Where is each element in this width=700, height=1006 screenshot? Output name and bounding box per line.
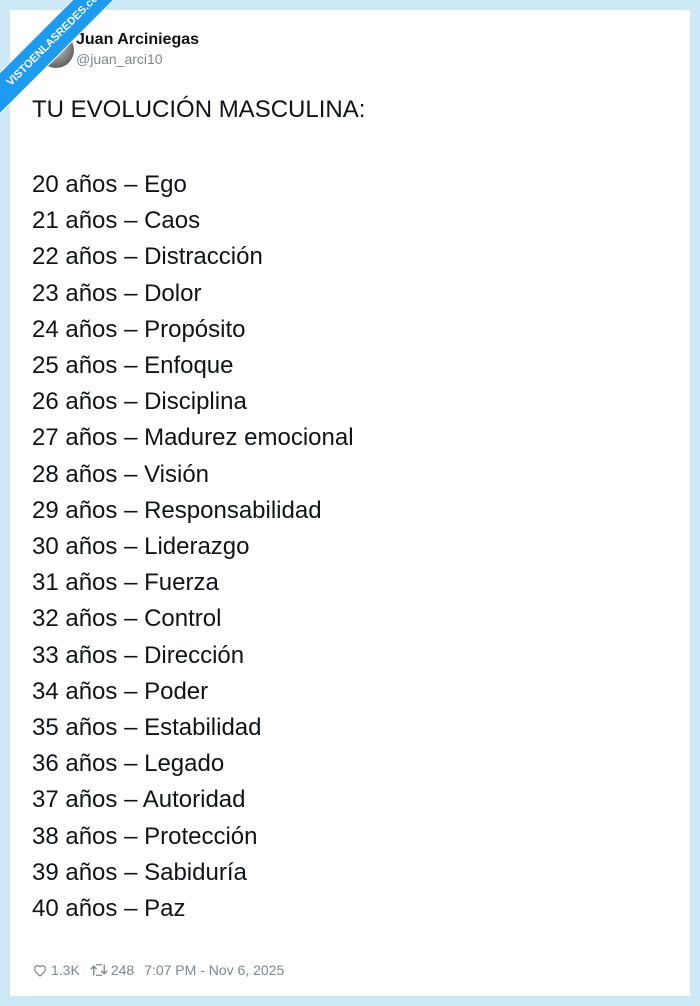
post-line: 34 años – Poder <box>32 677 209 705</box>
post-line: 22 años – Distracción <box>32 243 263 271</box>
post-title: TU EVOLUCIÓN MASCULINA: <box>32 96 366 123</box>
post-line: 33 años – Dirección <box>32 641 245 669</box>
like-count: 1.3K <box>51 962 80 978</box>
post-line: 23 años – Dolor <box>32 279 202 307</box>
post-line: 26 años – Disciplina <box>32 388 247 416</box>
author-handle[interactable]: @juan_arci10 <box>76 51 163 67</box>
post-line: 24 años – Propósito <box>32 315 246 343</box>
post-line: 39 años – Sabiduría <box>32 858 247 886</box>
post-line: 29 años – Responsabilidad <box>32 496 322 524</box>
post-line: 32 años – Control <box>32 605 222 633</box>
author-name[interactable]: Juan Arciniegas <box>76 31 200 48</box>
timestamp[interactable]: 7:07 PM - Nov 6, 2025 <box>144 962 285 978</box>
post-line: 27 años – Madurez emocional <box>32 424 354 452</box>
post-line: 40 años – Paz <box>32 895 186 923</box>
post-line: 20 años – Ego <box>32 171 187 198</box>
post-line: 37 años – Autoridad <box>32 786 246 814</box>
post-line: 38 años – Protección <box>32 822 258 850</box>
retweet-count: 248 <box>110 962 135 978</box>
post-line: 35 años – Estabilidad <box>32 714 262 742</box>
tweet-footer: 1.3K 248 7:07 PM - Nov 6, 2025 <box>32 962 284 978</box>
tweet-card: Juan Arciniegas @juan_arci10 TU EVOLUCIÓ… <box>10 10 690 996</box>
post-line: 21 años – Caos <box>32 207 201 235</box>
post-line: 30 años – Liderazgo <box>32 533 250 561</box>
post-line: 28 años – Visión <box>32 460 210 488</box>
heart-icon[interactable] <box>32 962 48 978</box>
post-lines: 20 años – Ego 21 años – Caos 22 años – Dis… <box>32 167 354 927</box>
retweet-icon[interactable] <box>90 962 108 978</box>
post-line: 36 años – Legado <box>32 750 225 778</box>
post-line: 31 años – Fuerza <box>32 569 219 597</box>
post-line: 25 años – Enfoque <box>32 352 234 380</box>
